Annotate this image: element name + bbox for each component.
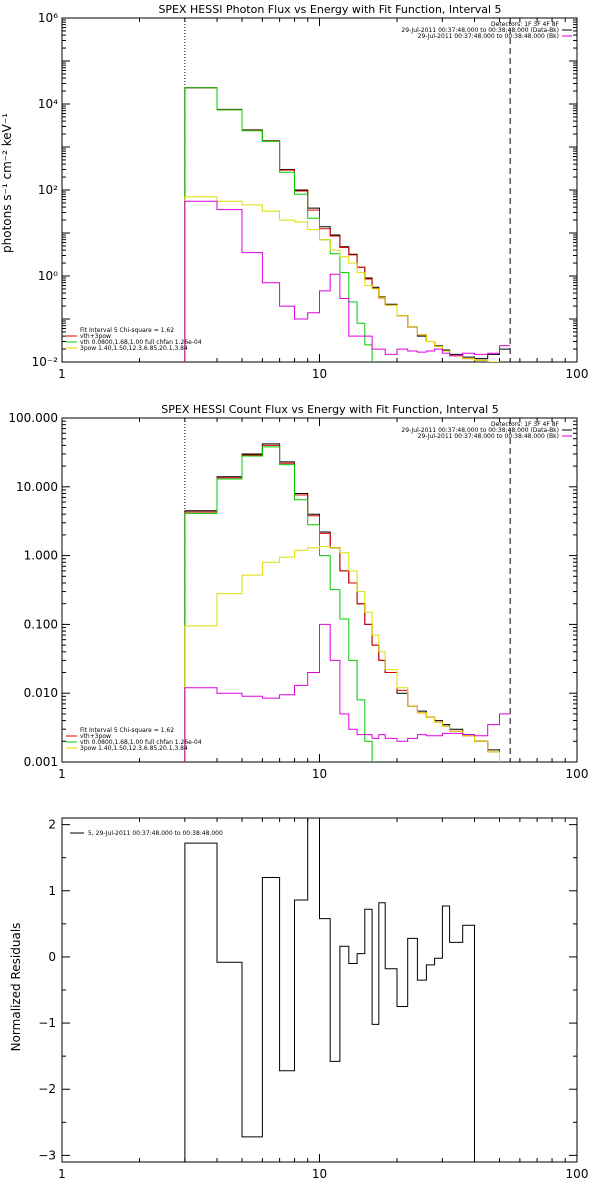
x-tick-label: 100 bbox=[566, 367, 589, 381]
series-bk bbox=[184, 623, 511, 762]
legend-top-entry: Detectors: 1F 3F 4F 8F bbox=[491, 21, 560, 28]
y-tick-label: 0.100 bbox=[24, 617, 58, 631]
legend-bottom-entry: Fit Interval 5 Chi-square = 1.62 bbox=[80, 727, 174, 734]
x-tick-label: 1 bbox=[58, 767, 66, 781]
legend-top-entry: 29-Jul-2011 00:37:48.000 to 00:38:48.000… bbox=[401, 27, 559, 34]
series-vth-3pow bbox=[184, 444, 500, 762]
residual-legend-label: 5, 29-Jul-2011 00:37:48.000 to 00:38:48.… bbox=[88, 830, 223, 837]
y-tick-label: 1.000 bbox=[24, 549, 58, 563]
x-tick-label: 10 bbox=[312, 367, 327, 381]
y-tick-label: 10⁴ bbox=[38, 97, 58, 111]
residuals-panel: Normalized Residuals 1 10 100 −3 −2 −1 0 1 2 5, 2… bbox=[9, 817, 589, 1181]
legend-top-entry: 29-Jul-2011 00:37:48.000 to 00:38:48.000… bbox=[401, 427, 559, 434]
legend-top-entry: Detectors: 1F 3F 4F 8F bbox=[491, 421, 560, 428]
y-tick-label: 0.001 bbox=[24, 755, 58, 769]
y-tick-label: 1 bbox=[48, 884, 56, 898]
series-data-bk bbox=[184, 443, 500, 762]
data-area bbox=[184, 443, 511, 762]
series-3pow bbox=[184, 196, 500, 362]
y-tick-label: 10² bbox=[38, 183, 58, 197]
photon-flux-panel: SPEX HESSI Photon Flux vs Energy with Fi… bbox=[0, 3, 589, 381]
legend-bottom-entry: vth+3pow bbox=[80, 733, 111, 740]
y-tick-label: 10⁰ bbox=[38, 269, 58, 283]
count-flux-panel: SPEX HESSI Count Flux vs Energy with Fit… bbox=[8, 403, 589, 781]
legend-bottom-entry: 3pow 1.40,1.50,12.3,6.85,20.1,3.84 bbox=[80, 345, 188, 352]
count-flux-title: SPEX HESSI Count Flux vs Energy with Fit… bbox=[161, 403, 498, 416]
data-area bbox=[184, 87, 511, 362]
y-tick-label: 10⁶ bbox=[38, 11, 58, 25]
y-tick-label: −3 bbox=[38, 1148, 56, 1162]
series-vth bbox=[184, 87, 373, 362]
x-tick-label: 100 bbox=[566, 767, 589, 781]
y-tick-label: 10⁻² bbox=[32, 355, 59, 369]
x-tick-label: 1 bbox=[58, 1167, 66, 1181]
series-vth-3pow bbox=[184, 87, 500, 362]
y-tick-label: −1 bbox=[38, 1016, 56, 1030]
series-bk bbox=[184, 200, 511, 362]
series-3pow bbox=[184, 546, 500, 762]
series-data-bk bbox=[184, 87, 511, 362]
y-tick-label: 0.010 bbox=[24, 686, 58, 700]
photon-flux-title: SPEX HESSI Photon Flux vs Energy with Fi… bbox=[158, 3, 501, 16]
legend-bottom-entry: 3pow 1.40,1.50,12.3,6.85,20.1,3.84 bbox=[80, 745, 188, 752]
legend-top-entry: 29-Jul-2011 00:37:48.000 to 00:38:48.000… bbox=[418, 33, 559, 40]
plot-frame bbox=[61, 417, 578, 763]
y-tick-label: 100.000 bbox=[8, 411, 58, 425]
legend-bottom-entry: vth+3pow bbox=[80, 333, 111, 340]
legend-bottom-entry: vth 0.0800,1.68,1.00 full chfan 1.26e-04 bbox=[80, 739, 202, 746]
y-tick-label: 2 bbox=[48, 818, 56, 832]
legend-top-entry: 29-Jul-2011 00:37:48.000 to 00:38:48.000… bbox=[418, 433, 559, 440]
legend-bottom-entry: vth 0.0800,1.68,1.00 full chfan 1.26e-04 bbox=[80, 339, 202, 346]
x-tick-label: 1 bbox=[58, 367, 66, 381]
y-tick-label: −2 bbox=[38, 1082, 56, 1096]
x-tick-label: 100 bbox=[566, 1167, 589, 1181]
x-tick-label: 10 bbox=[312, 767, 327, 781]
residuals-ylabel: Normalized Residuals bbox=[9, 923, 23, 1052]
series-vth bbox=[184, 446, 373, 762]
data-area bbox=[184, 818, 475, 1162]
series-residuals bbox=[184, 818, 475, 1162]
photon-flux-ylabel: photons s⁻¹ cm⁻² keV⁻¹ bbox=[0, 113, 14, 253]
legend-bottom-entry: Fit Interval 5 Chi-square = 1.62 bbox=[80, 327, 174, 334]
y-tick-label: 10.000 bbox=[16, 480, 58, 494]
x-tick-label: 10 bbox=[312, 1167, 327, 1181]
y-tick-label: 0 bbox=[48, 950, 56, 964]
